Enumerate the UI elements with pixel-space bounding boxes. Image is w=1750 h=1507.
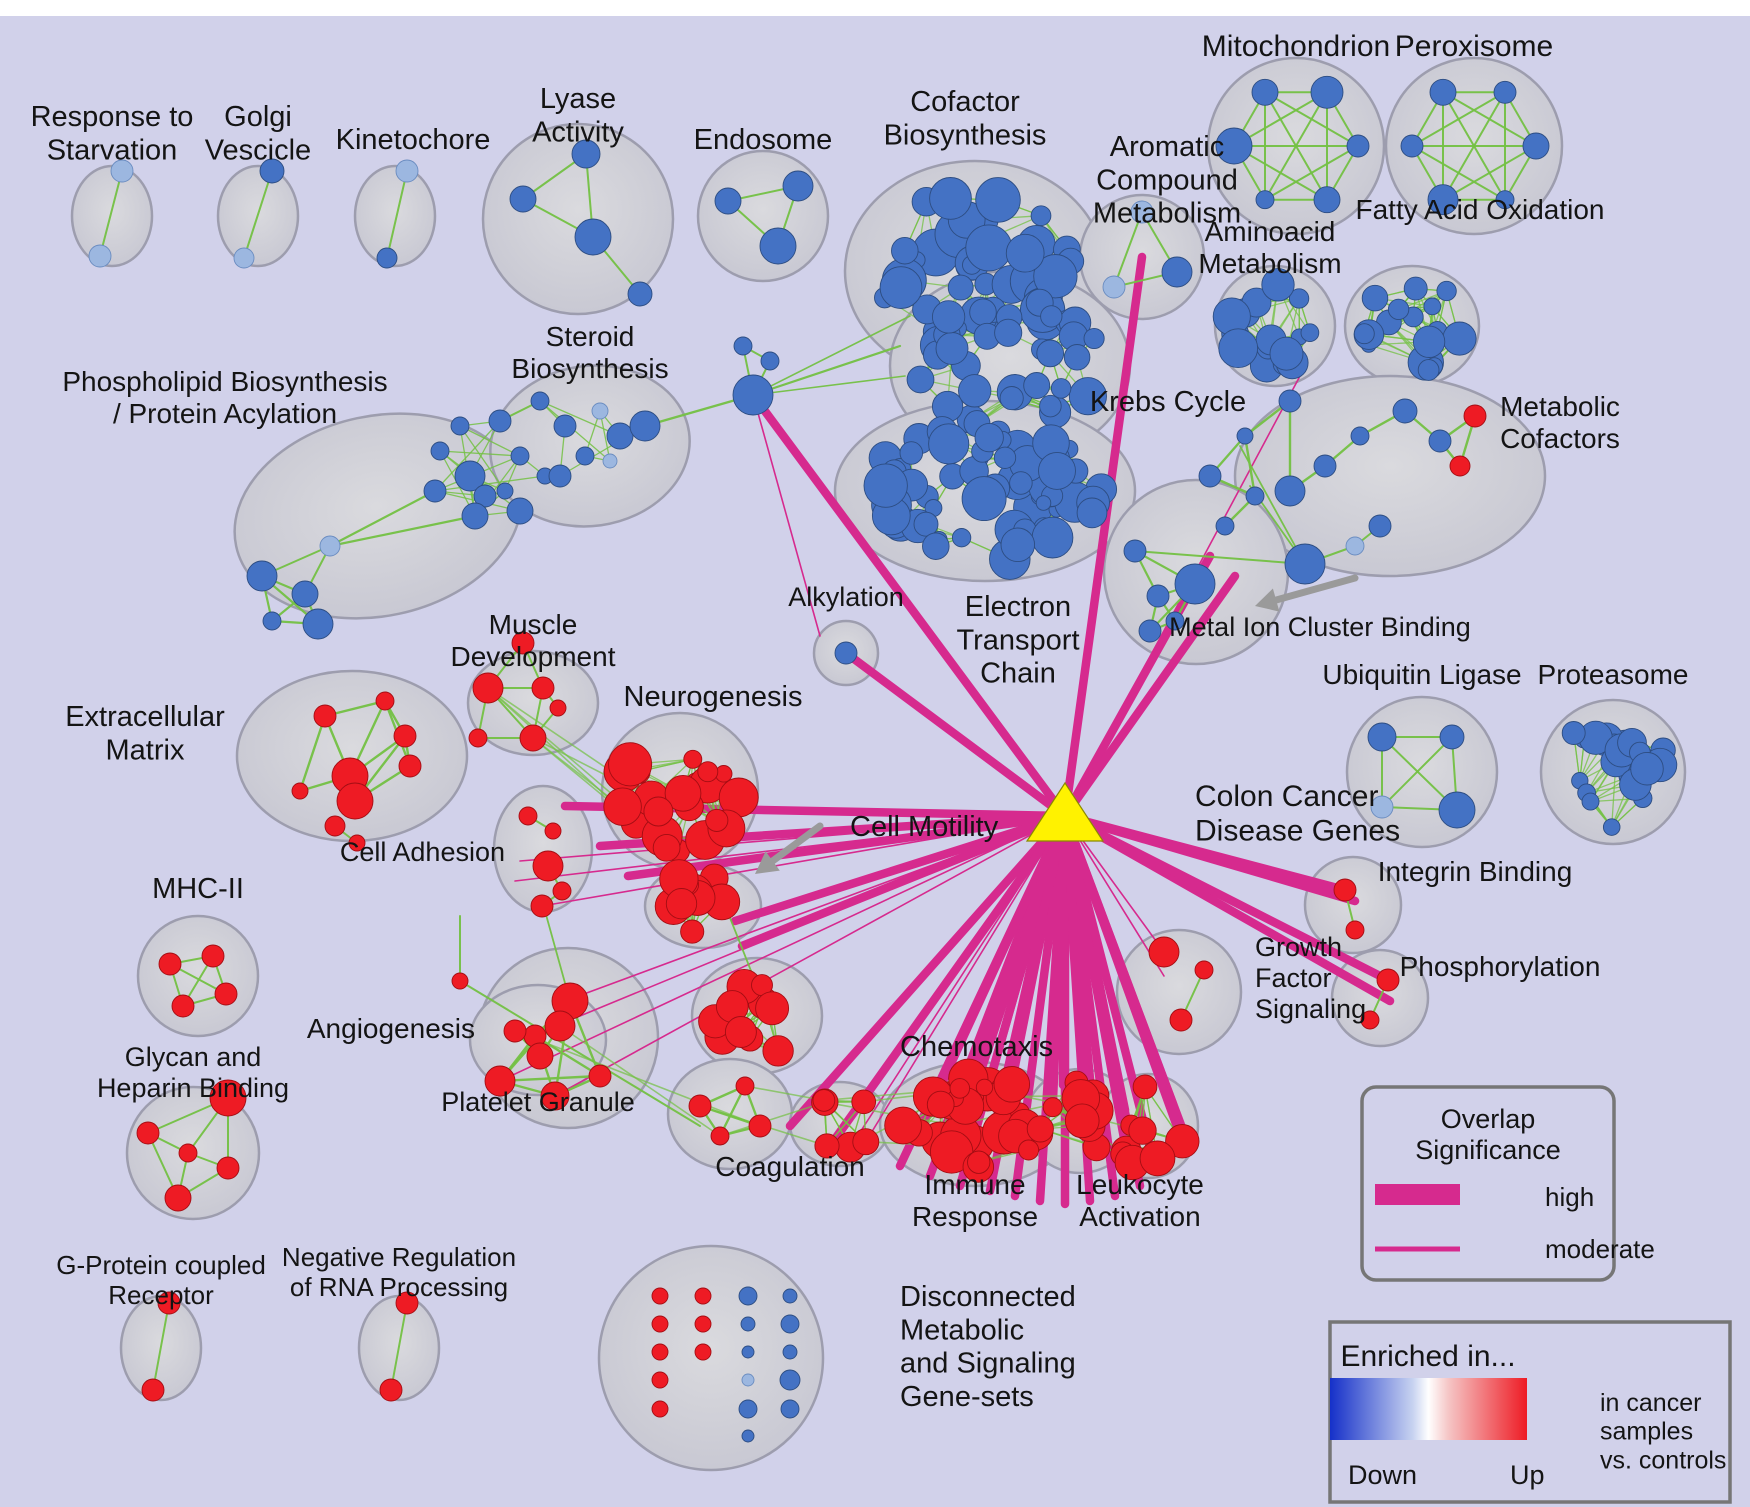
svg-text:Neurogenesis: Neurogenesis (624, 681, 803, 713)
svg-text:Kinetochore: Kinetochore (336, 124, 491, 156)
svg-text:Cell Adhesion: Cell Adhesion (340, 837, 505, 867)
svg-text:Ubiquitin Ligase: Ubiquitin Ligase (1322, 659, 1521, 690)
svg-text:Peroxisome: Peroxisome (1395, 30, 1553, 63)
svg-text:moderate: moderate (1545, 1234, 1655, 1264)
svg-text:Endosome: Endosome (694, 124, 833, 156)
svg-text:Mitochondrion: Mitochondrion (1202, 30, 1390, 63)
svg-text:Platelet Granule: Platelet Granule (441, 1087, 635, 1117)
svg-text:Chemotaxis: Chemotaxis (900, 1031, 1053, 1063)
svg-text:Phosphorylation: Phosphorylation (1400, 951, 1601, 982)
svg-text:Proteasome: Proteasome (1538, 659, 1689, 690)
svg-text:Phospholipid Biosynthesis/ Pro: Phospholipid Biosynthesis / Protein Acyla… (62, 366, 387, 429)
svg-text:Metal Ion Cluster Binding: Metal Ion Cluster Binding (1169, 612, 1471, 642)
svg-text:Angiogenesis: Angiogenesis (307, 1013, 475, 1044)
svg-text:Enriched in...: Enriched in... (1340, 1340, 1515, 1373)
svg-text:Integrin Binding: Integrin Binding (1378, 856, 1573, 887)
svg-text:Coagulation: Coagulation (715, 1151, 864, 1182)
svg-text:Down: Down (1348, 1460, 1417, 1490)
svg-text:Krebs Cycle: Krebs Cycle (1090, 386, 1246, 418)
svg-text:high: high (1545, 1182, 1594, 1212)
svg-text:Cell Motility: Cell Motility (850, 811, 999, 843)
svg-text:Up: Up (1510, 1460, 1545, 1490)
svg-text:MHC-II: MHC-II (152, 873, 244, 905)
svg-text:Fatty Acid Oxidation: Fatty Acid Oxidation (1355, 194, 1604, 225)
svg-text:Alkylation: Alkylation (788, 582, 904, 612)
